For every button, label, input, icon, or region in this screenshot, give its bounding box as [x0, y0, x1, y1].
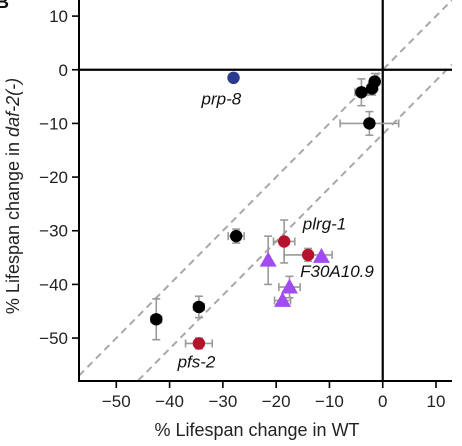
- x-tick-label-1: −40: [155, 392, 184, 411]
- point-label-1: plrg-1: [302, 215, 346, 234]
- y-axis-title-main: % Lifespan change in: [3, 137, 23, 314]
- data-point-circle-0: [227, 71, 240, 85]
- y-tick-label-6: −50: [39, 329, 68, 348]
- data-point-circle-5: [229, 229, 243, 243]
- point-label-2: F30A10.9: [300, 262, 374, 281]
- data-point-triangle-13: [280, 278, 298, 294]
- x-axis-title: % Lifespan change in WT: [154, 420, 359, 440]
- x-tick-label-2: −30: [208, 392, 237, 411]
- data-point-triangle-11: [259, 251, 277, 267]
- point-label-3: pfs-2: [177, 353, 216, 372]
- point-label-0: prp-8: [201, 90, 242, 109]
- data-point-circle-9: [301, 248, 315, 262]
- y-axis-title: % Lifespan change in daf-2(-): [3, 78, 23, 314]
- x-tick-label-0: −50: [102, 392, 131, 411]
- data-point-circle-7: [150, 313, 163, 326]
- data-point-circle-4: [363, 117, 376, 130]
- data-point-circle-10: [192, 337, 206, 350]
- data-point-circle-2: [365, 82, 379, 95]
- plot-area: −50 −40 −30 −20 −10 0 10 10 0 −10 −20 −30 −40 −50 prp-…: [39, 0, 452, 411]
- data-point-triangle-14: [274, 292, 292, 307]
- y-tick-label-0: 10: [49, 7, 68, 26]
- x-tick-label-6: 10: [427, 392, 446, 411]
- x-tick-label-4: −10: [315, 392, 344, 411]
- plot-inner: [79, 0, 452, 381]
- panel-label: B: [0, 0, 9, 12]
- y-tick-label-2: −10: [39, 114, 68, 133]
- y-axis-title-italic: daf-2(-): [3, 78, 23, 137]
- data-point-circle-3: [355, 86, 368, 99]
- guide-line-1: [79, 0, 452, 377]
- data-point-circle-6: [192, 300, 206, 314]
- data-point-triangle-12: [312, 248, 330, 263]
- y-tick-label-1: 0: [59, 61, 68, 80]
- y-tick-label-3: −20: [39, 168, 68, 187]
- x-tick-label-3: −20: [262, 392, 291, 411]
- y-tick-label-4: −30: [39, 222, 68, 241]
- x-tick-label-5: 0: [378, 392, 387, 411]
- data-point-circle-8: [277, 235, 291, 248]
- guide-line-2: [136, 63, 452, 381]
- y-tick-label-5: −40: [39, 275, 68, 294]
